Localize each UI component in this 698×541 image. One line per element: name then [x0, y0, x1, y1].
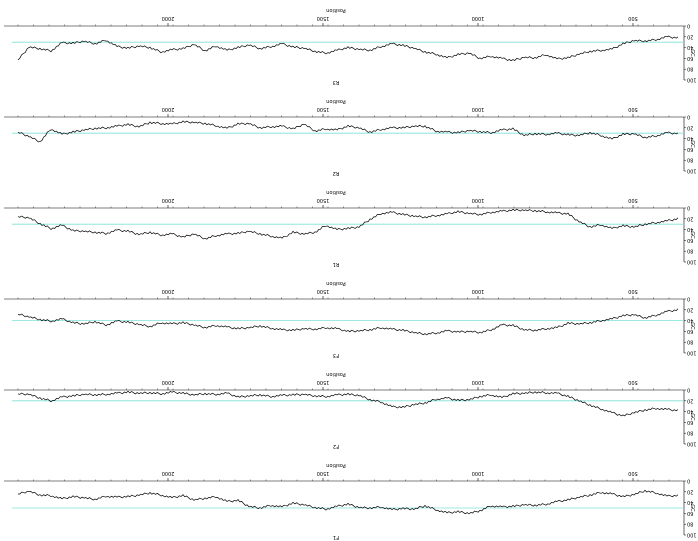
panel-r2: 0 20 40 60 80 100 GC 2000 1500 1000 500 R2 Position	[4, 98, 697, 176]
x-tick-label: 1500	[317, 288, 330, 294]
y-axis-title: GC	[689, 413, 695, 421]
series-line	[17, 390, 679, 417]
panel-title: F2	[333, 443, 339, 449]
x-tick-label: 2000	[162, 197, 175, 203]
y-tick-label: 0	[687, 387, 690, 393]
x-tick-label: 500	[628, 197, 638, 203]
x-tick-label: 2000	[162, 15, 175, 21]
y-tick-label: 80	[687, 430, 693, 436]
x-tick-label: 2000	[162, 379, 175, 385]
y-tick-label: 60	[687, 55, 693, 61]
x-tick-label: 1500	[317, 106, 330, 112]
panel-f1: 0 20 40 60 80 100 GC 2000 1500 1000 500 F1 Position	[4, 462, 697, 540]
y-tick-label: 20	[687, 488, 693, 494]
x-tick-label: 1000	[472, 106, 485, 112]
x-axis-title: Position	[326, 7, 345, 13]
y-tick-label: 100	[687, 441, 697, 447]
panel-title: F3	[333, 352, 339, 358]
y-tick-label: 40	[687, 499, 693, 505]
series-line	[18, 489, 679, 515]
y-tick-label: 40	[687, 135, 693, 141]
series-line	[17, 35, 679, 62]
y-tick-label: 100	[687, 77, 697, 83]
y-tick-label: 100	[687, 259, 697, 265]
panel-title: F1	[333, 534, 339, 540]
y-tick-label: 0	[687, 114, 690, 120]
y-tick-label: 0	[687, 296, 690, 302]
y-axis-title: GC	[689, 504, 695, 512]
y-tick-label: 20	[687, 306, 693, 312]
y-tick-label: 40	[687, 226, 693, 232]
x-tick-label: 1000	[472, 379, 485, 385]
y-tick-label: 20	[687, 124, 693, 130]
y-tick-label: 40	[687, 44, 693, 50]
x-tick-label: 2000	[162, 470, 175, 476]
y-tick-label: 0	[687, 478, 690, 484]
y-axis-title: GC	[689, 231, 695, 239]
y-tick-label: 80	[687, 339, 693, 345]
y-tick-label: 60	[687, 237, 693, 243]
y-axis-title: GC	[689, 322, 695, 330]
y-tick-label: 60	[687, 146, 693, 152]
panel-f3: 0 20 40 60 80 100 GC 2000 1500 1000 500 F3 Position	[4, 280, 697, 358]
y-tick-label: 20	[687, 33, 693, 39]
y-tick-label: 80	[687, 66, 693, 72]
x-tick-label: 1000	[472, 470, 485, 476]
x-tick-label: 1500	[317, 15, 330, 21]
x-axis-title: Position	[326, 98, 345, 104]
x-tick-label: 500	[628, 15, 638, 21]
panel-title: R3	[333, 79, 340, 85]
y-tick-label: 40	[687, 408, 693, 414]
x-tick-label: 1500	[317, 379, 330, 385]
y-tick-label: 40	[687, 317, 693, 323]
x-tick-label: 2000	[162, 288, 175, 294]
x-tick-label: 1000	[472, 197, 485, 203]
x-axis-title: Position	[326, 280, 345, 286]
y-tick-label: 100	[687, 350, 697, 356]
series-line	[17, 120, 679, 143]
y-tick-label: 100	[687, 532, 697, 538]
x-tick-label: 500	[628, 288, 638, 294]
x-tick-label: 1500	[317, 470, 330, 476]
panel-f2: 0 20 40 60 80 100 GC 2000 1500 1000 500 F2 Position	[4, 371, 697, 449]
x-tick-label: 1500	[317, 197, 330, 203]
y-tick-label: 0	[687, 23, 690, 29]
x-tick-label: 1000	[472, 15, 485, 21]
x-axis-title: Position	[326, 371, 345, 377]
panel-r3: 0 20 40 60 80 100 GC 2000 1500 1000 500 R3 Position	[4, 7, 697, 85]
y-tick-label: 20	[687, 215, 693, 221]
y-tick-label: 80	[687, 157, 693, 163]
x-axis-title: Position	[326, 462, 345, 468]
x-tick-label: 500	[628, 379, 638, 385]
y-tick-label: 80	[687, 521, 693, 527]
y-tick-label: 80	[687, 248, 693, 254]
x-axis-title: Position	[326, 189, 345, 195]
y-tick-label: 0	[687, 205, 690, 211]
panel-title: R1	[333, 261, 340, 267]
x-tick-label: 500	[628, 106, 638, 112]
y-tick-label: 60	[687, 510, 693, 516]
panel-r1: 0 20 40 60 80 100 GC 2000 1500 1000 500 R1 Position	[4, 189, 697, 267]
x-tick-label: 2000	[162, 106, 175, 112]
y-tick-label: 100	[687, 168, 697, 174]
series-line	[17, 308, 679, 336]
y-tick-label: 20	[687, 397, 693, 403]
series-line	[17, 208, 679, 240]
y-tick-label: 60	[687, 328, 693, 334]
y-tick-label: 60	[687, 419, 693, 425]
panel-title: R2	[333, 170, 340, 176]
y-axis-title: GC	[689, 140, 695, 148]
x-tick-label: 1000	[472, 288, 485, 294]
x-tick-label: 500	[628, 470, 638, 476]
y-axis-title: GC	[689, 49, 695, 57]
